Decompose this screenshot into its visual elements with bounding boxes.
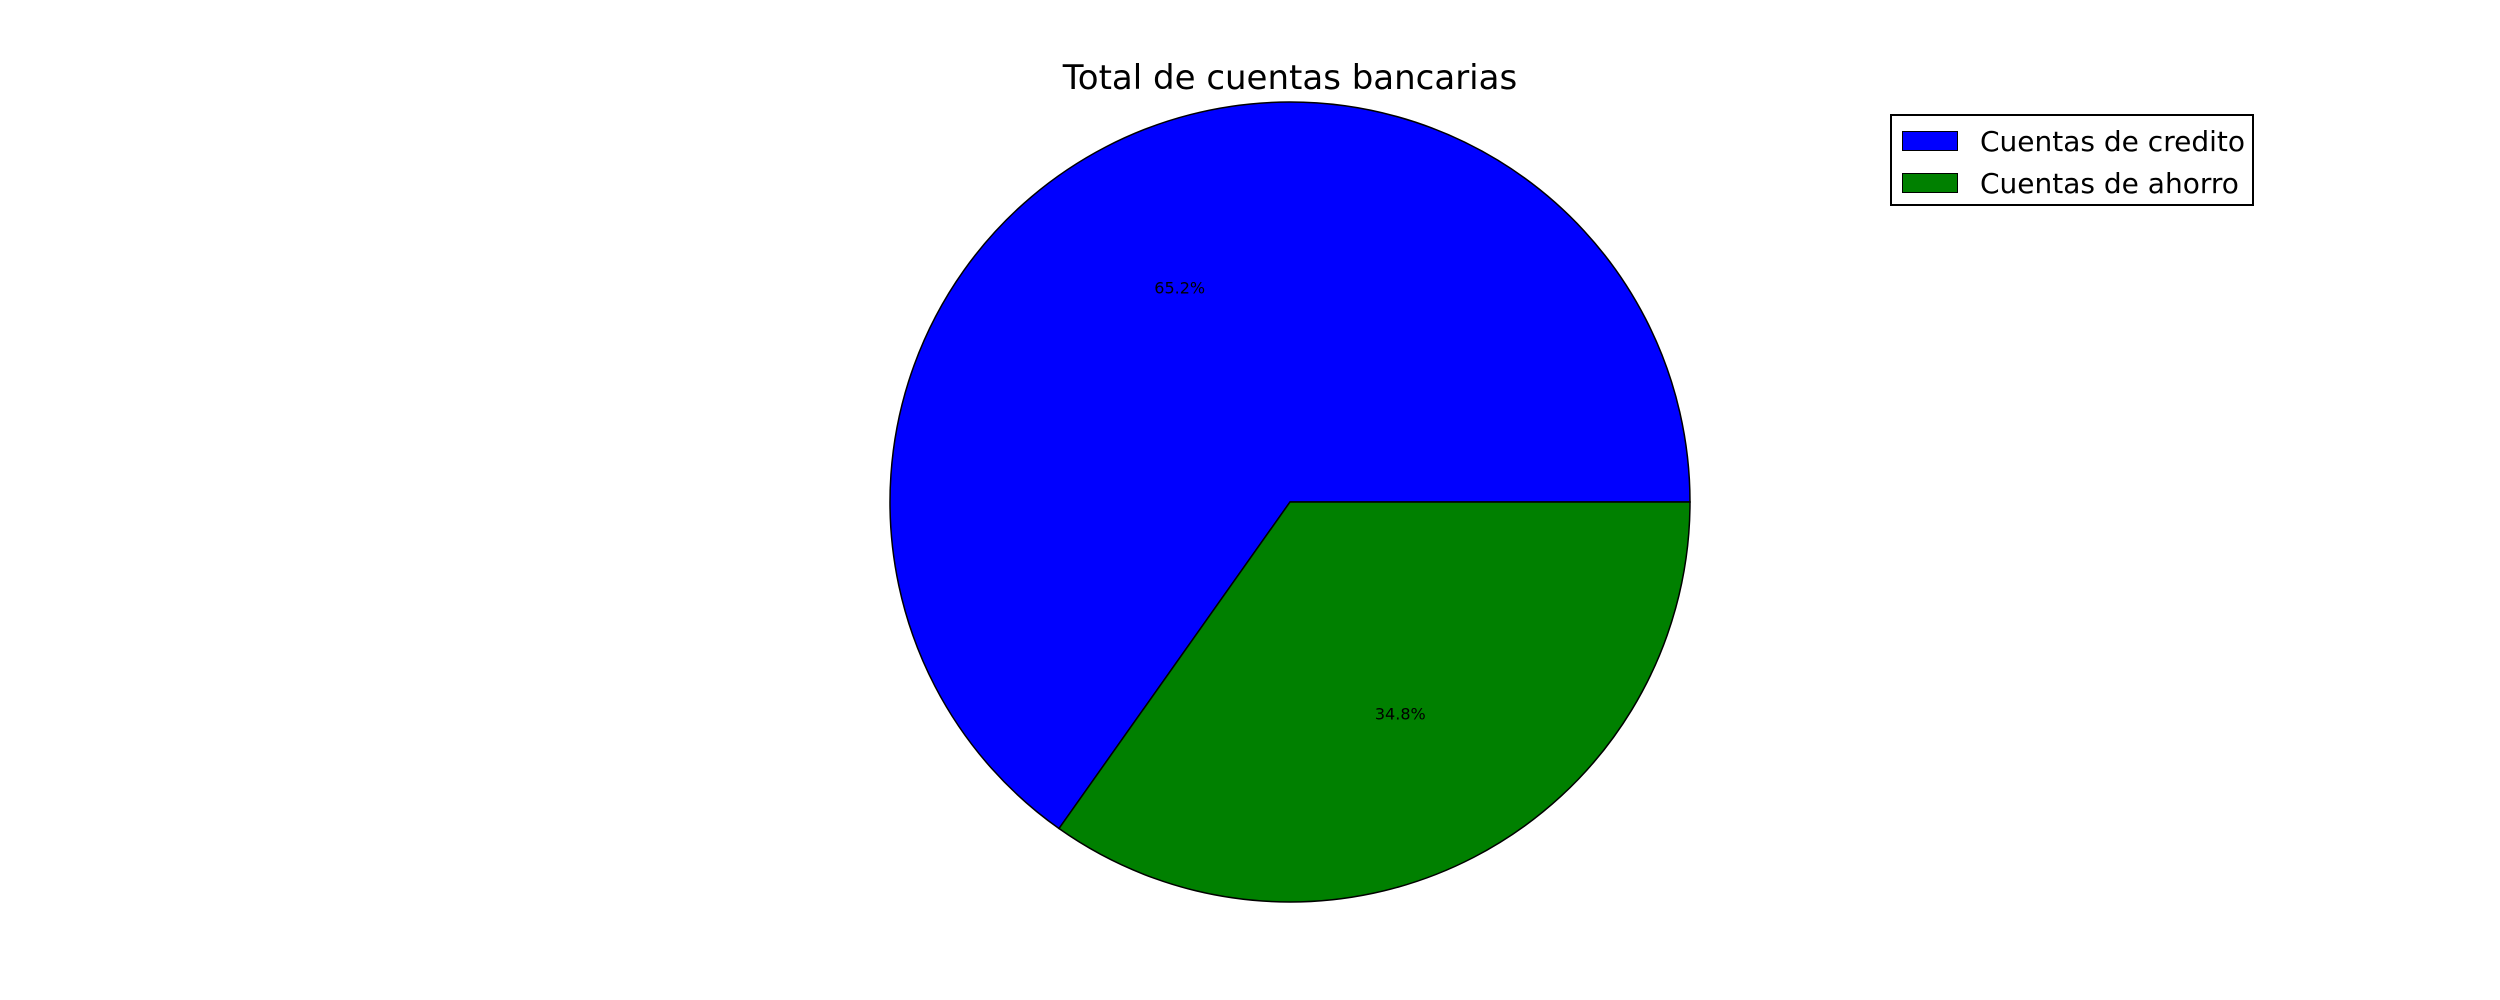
legend-item-credito: Cuentas de credito bbox=[1902, 124, 2245, 158]
pie-slice-label-ahorro: 34.8% bbox=[1375, 705, 1426, 724]
pie-slice-ahorro bbox=[1057, 501, 1691, 903]
pie-slice-labels: 65.2% 34.8% bbox=[1154, 278, 1425, 723]
legend-swatch-credito bbox=[1902, 131, 1958, 151]
pie-slice-credito bbox=[889, 101, 1691, 830]
legend-label-ahorro: Cuentas de ahorro bbox=[1980, 166, 2239, 200]
legend-swatch-ahorro bbox=[1902, 173, 1958, 193]
chart-title: Total de cuentas bancarias bbox=[1062, 58, 1518, 98]
pie-slice-label-credito: 65.2% bbox=[1154, 278, 1205, 297]
legend-item-ahorro: Cuentas de ahorro bbox=[1902, 166, 2239, 200]
legend-label-credito: Cuentas de credito bbox=[1980, 124, 2245, 158]
pie-slices bbox=[889, 101, 1691, 903]
legend: Cuentas de credito Cuentas de ahorro bbox=[1890, 114, 2254, 206]
